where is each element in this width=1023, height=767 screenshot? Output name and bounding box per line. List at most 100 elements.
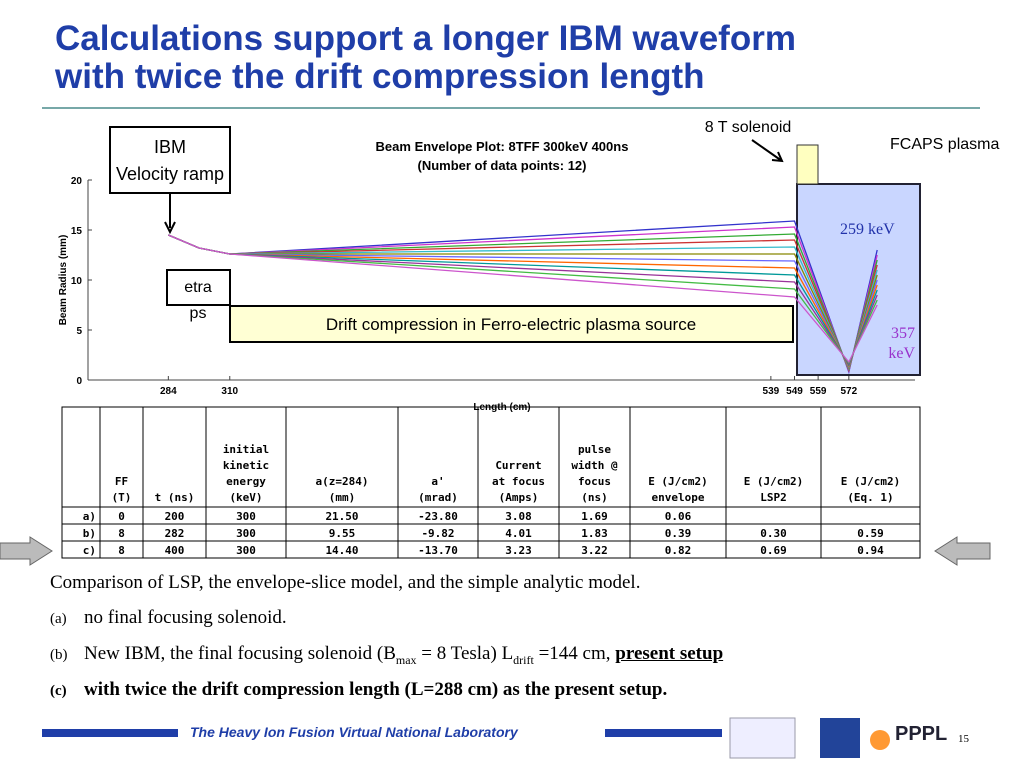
right-arrow [934, 536, 991, 566]
envelope-line [168, 234, 878, 364]
table-header: envelope [652, 491, 705, 504]
table-header: kinetic [223, 459, 269, 472]
table-cell: 0.59 [857, 527, 884, 540]
item-label: (c) [50, 683, 67, 699]
table-cell: a) [83, 510, 96, 523]
table-frame [61, 406, 921, 559]
table-header: E (J/cm2) [841, 475, 901, 488]
item-text: =144 cm, [533, 643, 616, 664]
table-header: (Eq. 1) [847, 491, 893, 504]
footer-bar [42, 729, 178, 737]
table-cell: 4.01 [505, 527, 532, 540]
left-arrow [0, 536, 53, 566]
x-tick-label: 284 [160, 386, 177, 397]
pppl-logo-star [870, 730, 890, 750]
energy-label: 259 keV [840, 221, 895, 238]
table-cell: 1.83 [581, 527, 608, 540]
item-text: no final focusing solenoid. [84, 607, 287, 628]
table-header: E (J/cm2) [648, 475, 708, 488]
y-tick-label: 10 [71, 276, 83, 287]
extra-box [166, 269, 231, 306]
fcaps-label: FCAPS plasma [890, 136, 999, 153]
table-cell: 400 [165, 544, 185, 557]
table-cell: 3.22 [581, 544, 608, 557]
item-label: (a) [50, 611, 67, 627]
table-header: (mm) [329, 491, 356, 504]
caption: Comparison of LSP, the envelope-slice mo… [50, 572, 640, 594]
table-cell: 8 [118, 527, 125, 540]
footer-lab: The Heavy Ion Fusion Virtual National La… [190, 724, 519, 740]
table-header: Current [495, 459, 541, 472]
page-number: 15 [958, 733, 970, 745]
extra-label: etra [184, 279, 212, 296]
ibm-arrow [164, 193, 176, 235]
list-item: (c) with twice the drift compression leng… [50, 679, 667, 701]
drift-label: Drift compression in Ferro-electric plas… [326, 315, 696, 334]
energy-label: 357 [891, 325, 915, 342]
table-header: (Amps) [499, 491, 539, 504]
x-tick-label: 310 [221, 386, 238, 397]
item-text: = 8 Tesla) L [416, 643, 514, 664]
table-header: a' [431, 475, 444, 488]
table-cell: 300 [236, 527, 256, 540]
plot-title: Beam Envelope Plot: 8TFF 300keV 400ns [376, 139, 629, 154]
table-header: LSP2 [760, 491, 787, 504]
table-header: energy [226, 475, 266, 488]
slide-title: with twice the drift compression length [54, 57, 705, 96]
table-header: (keV) [229, 491, 262, 504]
energy-label: keV [888, 345, 915, 362]
table-cell: 0.06 [665, 510, 692, 523]
subscript: drift [513, 652, 534, 667]
table-header: width @ [571, 459, 618, 472]
x-tick-label: 559 [810, 386, 827, 397]
table-cell: 8 [118, 544, 125, 557]
table-cell: 0.82 [665, 544, 692, 557]
table-cell: 0.69 [760, 544, 787, 557]
llnl-logo [820, 718, 860, 758]
table-cell: 0 [118, 510, 125, 523]
y-axis-label: Beam Radius (mm) [58, 235, 69, 326]
solenoid-label: 8 T solenoid [705, 119, 792, 136]
y-tick-label: 15 [71, 226, 83, 237]
ibm-box [109, 126, 231, 194]
ibm-label: Velocity ramp [116, 164, 224, 184]
table-cell: -23.80 [418, 510, 458, 523]
table-cell: 14.40 [325, 544, 358, 557]
table-cell: 200 [165, 510, 185, 523]
table-cell: 3.08 [505, 510, 532, 523]
table-header: (mrad) [418, 491, 458, 504]
table-header: at focus [492, 475, 545, 488]
table-cell: 0.39 [665, 527, 692, 540]
table-cell: 0.30 [760, 527, 787, 540]
caption: Comparison of LSP, the envelope-slice mo… [50, 572, 641, 593]
table-cell: c) [83, 544, 96, 557]
y-tick-label: 5 [76, 326, 82, 337]
table-cell: -9.82 [421, 527, 454, 540]
fcaps-box [796, 183, 921, 376]
list-item: (b) New IBM, the final focusing solenoid … [50, 643, 723, 668]
table-cell: 300 [236, 544, 256, 557]
table-cell: 300 [236, 510, 256, 523]
table-header: (T) [112, 491, 132, 504]
table-cell: 1.69 [581, 510, 608, 523]
extra-label: ps [190, 305, 207, 322]
table-header: initial [223, 443, 269, 456]
x-tick-label: 549 [786, 386, 803, 397]
y-tick-label: 20 [71, 176, 83, 187]
table-header: t (ns) [155, 491, 195, 504]
table-cell: -13.70 [418, 544, 458, 557]
x-tick-label: 539 [763, 386, 780, 397]
ibm-label: IBM [154, 137, 186, 157]
item-label: (b) [50, 647, 68, 663]
subscript: max [395, 652, 417, 667]
table-cell: 9.55 [329, 527, 356, 540]
table-header: (ns) [581, 491, 608, 504]
table-cell: 21.50 [325, 510, 358, 523]
footer-bar [605, 729, 722, 737]
slide-title: Calculations support a longer IBM wavefo… [55, 19, 796, 58]
x-axis-label: Length (cm) [473, 402, 530, 413]
table-header: FF [115, 475, 128, 488]
table-header: E (J/cm2) [744, 475, 804, 488]
plot-title: (Number of data points: 12) [417, 158, 586, 173]
